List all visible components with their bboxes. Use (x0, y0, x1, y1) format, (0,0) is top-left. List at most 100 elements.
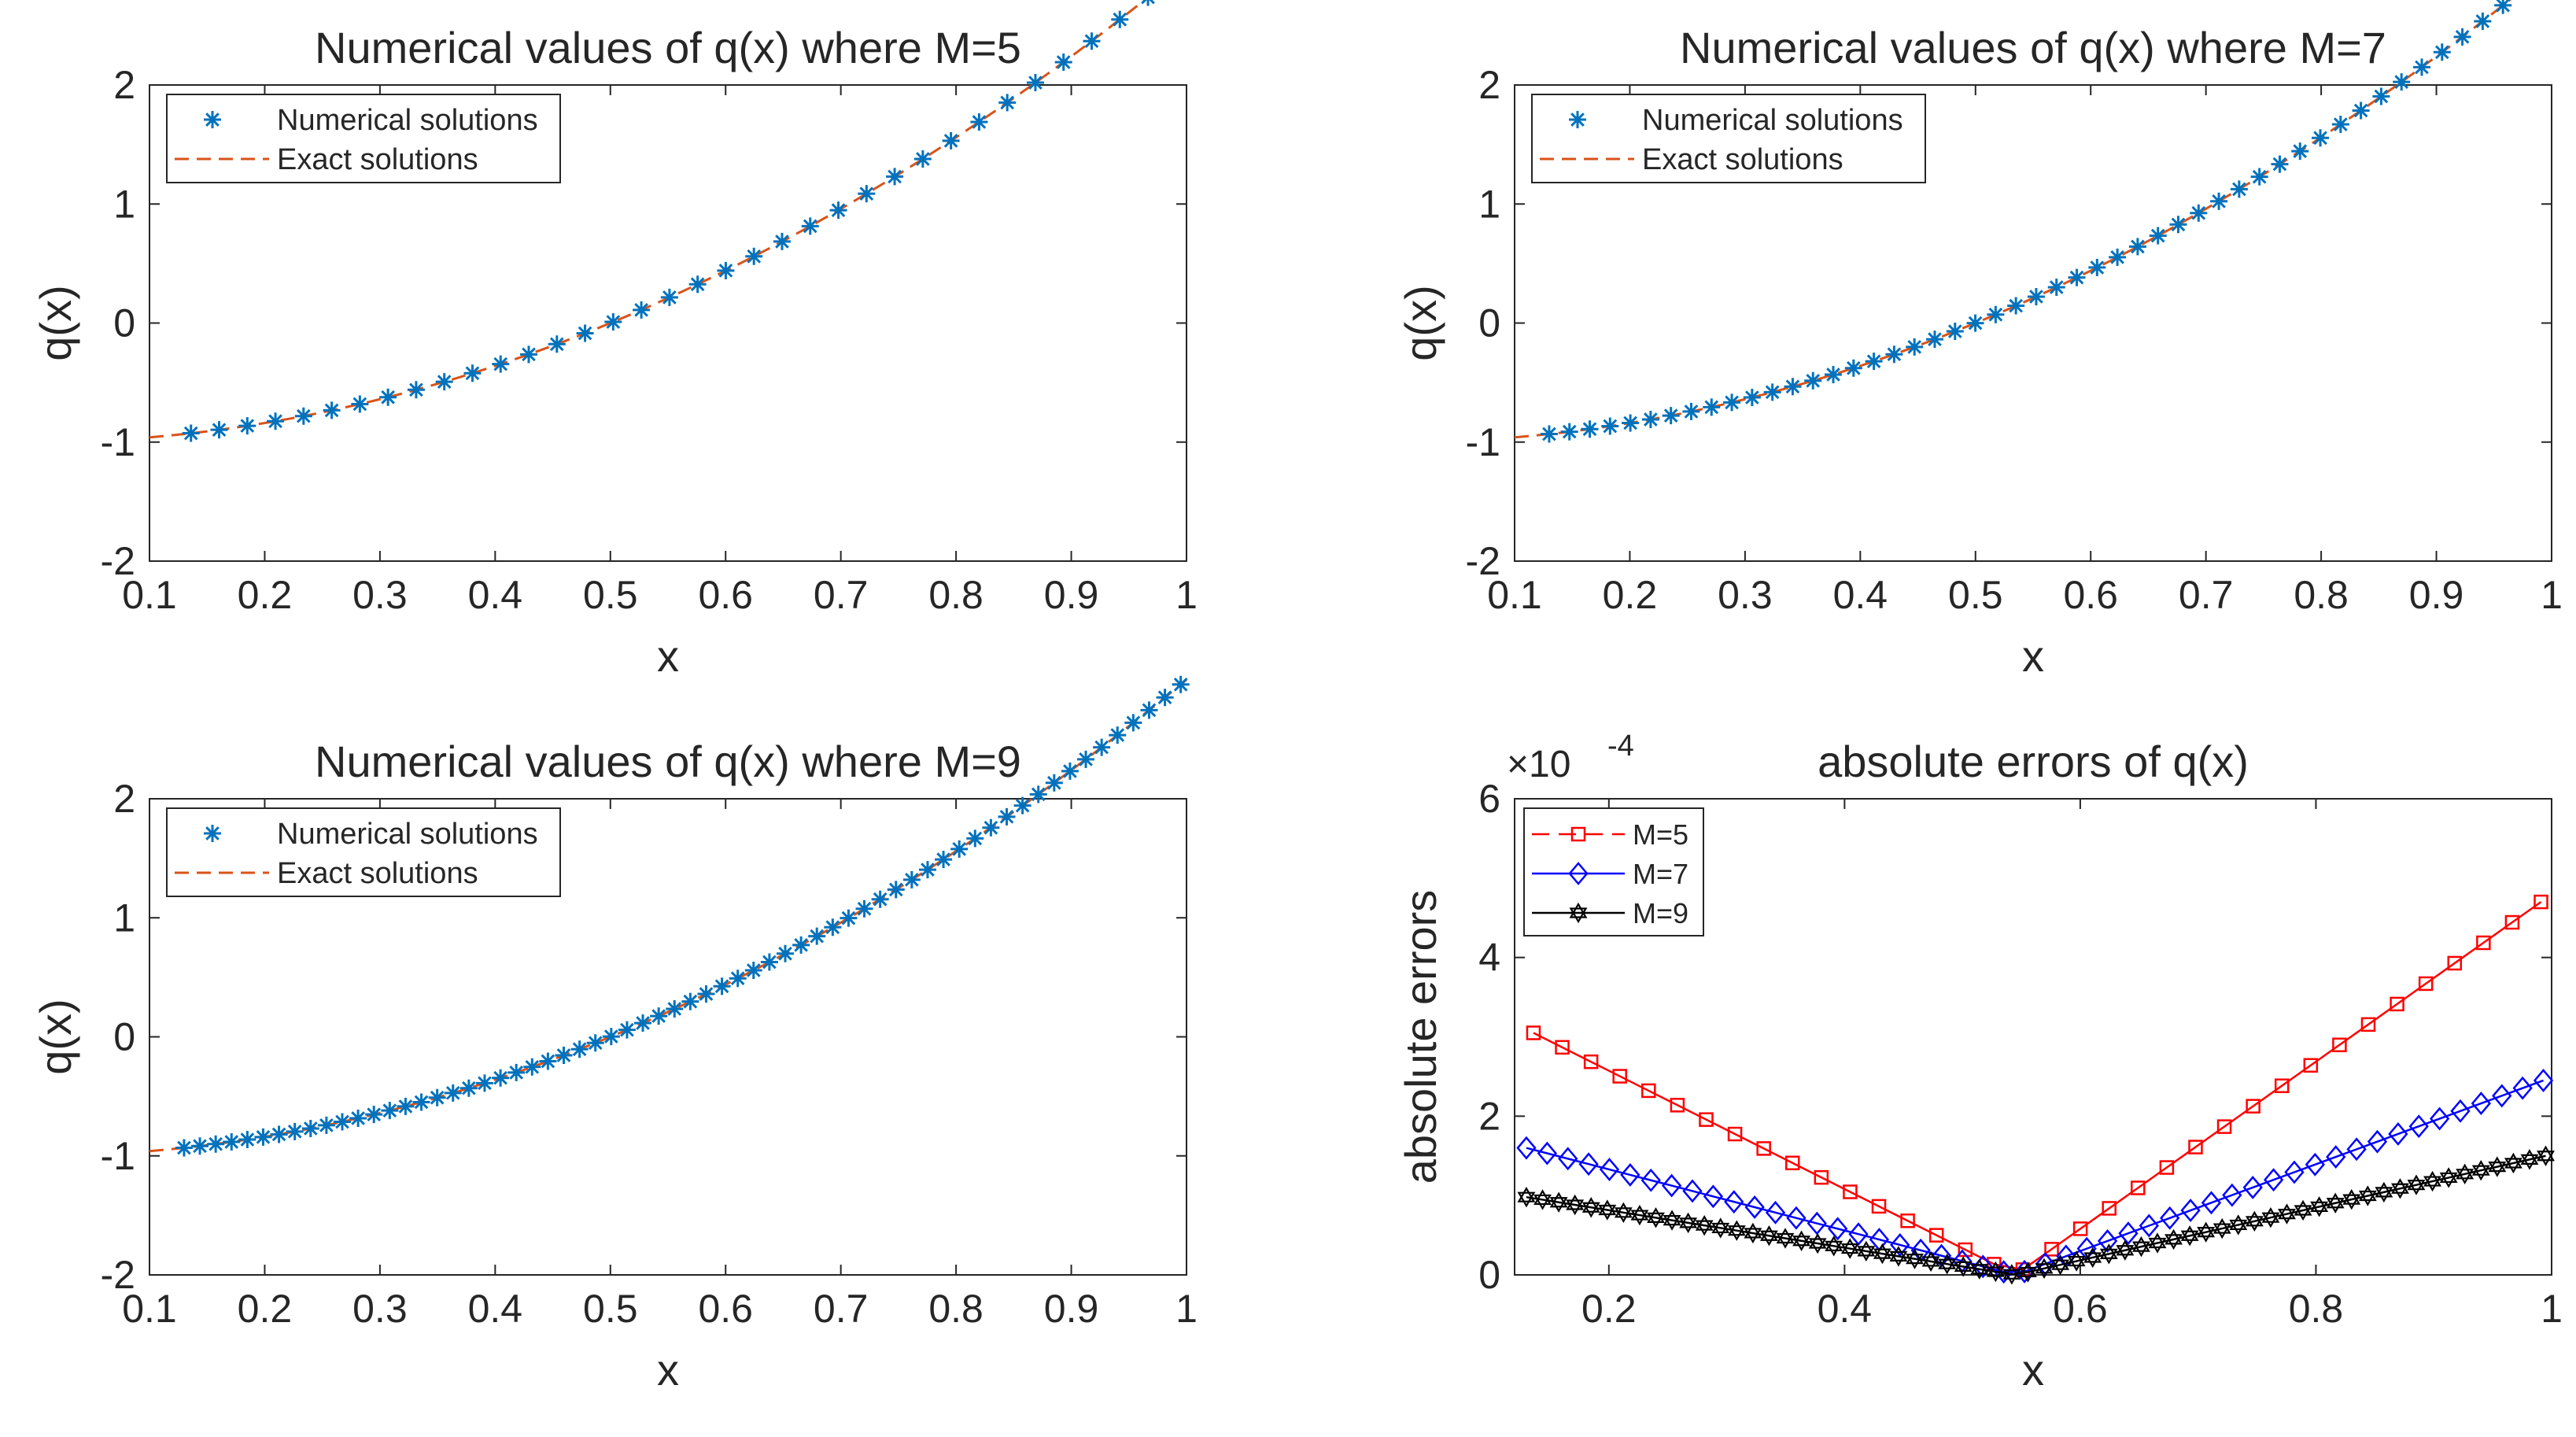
y-exponent-prefix: ×10 (1507, 744, 1570, 785)
data-point (1682, 1179, 1703, 1203)
legend-box (166, 94, 561, 183)
numerical-point (1966, 314, 1984, 332)
numerical-point (2291, 142, 2309, 161)
data-point (2002, 1264, 2021, 1285)
numerical-point (808, 927, 826, 945)
data-point (2533, 1069, 2554, 1092)
numerical-point (729, 970, 747, 988)
data-point (2116, 1239, 2135, 1261)
data-point (2358, 1185, 2377, 1206)
y-tick-label: -1 (101, 420, 135, 464)
numerical-point (2109, 248, 2127, 266)
data-point (2180, 1199, 2201, 1222)
y-axis-label: absolute errors (1396, 890, 1445, 1184)
data-point (1558, 1147, 1578, 1171)
x-tick-label: 0.3 (1718, 573, 1773, 617)
numerical-point (1141, 0, 1155, 6)
y-tick-label: 1 (113, 896, 135, 940)
numerical-point (548, 335, 566, 353)
data-point (2520, 1149, 2539, 1170)
data-point (1578, 1152, 1599, 1177)
numerical-point (2230, 180, 2248, 198)
data-point (1679, 1212, 1698, 1234)
y-tick-label: 0 (1478, 301, 1500, 345)
data-point (1537, 1141, 1557, 1165)
x-tick-label: 0.5 (1948, 573, 2003, 617)
numerical-point (428, 1088, 446, 1106)
numerical-point (2047, 278, 2065, 296)
legend: Numerical solutions Exact solutions (166, 94, 561, 183)
data-point (1555, 1040, 1570, 1055)
numerical-point (586, 1034, 604, 1052)
x-tick-label: 0.6 (2053, 1287, 2108, 1331)
numerical-point (1784, 378, 1802, 396)
y-tick-label: 0 (113, 1015, 135, 1059)
data-point (2197, 1221, 2216, 1243)
data-point (1581, 1197, 1600, 1218)
numerical-point (650, 1007, 668, 1025)
numerical-point (902, 870, 921, 888)
numerical-point (935, 851, 953, 869)
numerical-point (855, 900, 873, 918)
x-tick-label: 0.6 (698, 573, 753, 617)
x-tick-label: 0.8 (2289, 1287, 2344, 1331)
numerical-point (697, 985, 715, 1003)
x-tick-label: 0.7 (814, 1287, 869, 1331)
chart-title: Numerical values of q(x) where M=7 (1680, 23, 2386, 72)
x-axis-label: x (2022, 1345, 2044, 1395)
x-tick-label: 1 (2541, 1287, 2563, 1331)
data-point (1703, 1184, 1724, 1209)
numerical-point (2190, 204, 2208, 222)
data-point (1765, 1200, 1786, 1225)
data-point (2326, 1192, 2345, 1214)
data-point (1840, 1238, 1859, 1259)
data-point (1792, 1230, 1810, 1251)
data-point (1807, 1211, 1827, 1236)
numerical-point (634, 1014, 652, 1032)
data-point (1873, 1243, 1891, 1265)
numerical-point (913, 150, 932, 168)
numerical-point (858, 185, 876, 203)
data-point (2303, 1058, 2319, 1073)
numerical-point (520, 345, 538, 364)
data-point (2246, 1099, 2260, 1114)
data-point (1663, 1210, 1681, 1231)
numerical-point (1540, 425, 1558, 443)
legend: M=5 M=7 M=9 (1523, 807, 1704, 936)
data-point (2051, 1254, 2070, 1276)
x-tick-label: 0.4 (1833, 573, 1888, 617)
data-point (2222, 1183, 2242, 1207)
numerical-point (2007, 297, 2025, 315)
data-point (2456, 1163, 2475, 1185)
x-tick-label: 0.6 (2063, 573, 2118, 617)
data-point (1889, 1246, 1908, 1267)
data-point (2390, 996, 2404, 1012)
x-tick-label: 1 (2541, 573, 2563, 617)
data-point (2242, 1175, 2263, 1199)
x-tick-label: 0.8 (2294, 573, 2349, 617)
numerical-point (323, 401, 341, 419)
data-point (1724, 1190, 1744, 1214)
numerical-point (2271, 155, 2289, 173)
data-point (1744, 1222, 1762, 1244)
data-point (2159, 1160, 2175, 1175)
x-tick-label: 0.5 (583, 573, 638, 617)
numerical-point (2312, 129, 2330, 147)
legend-label: M=5 (1633, 818, 1688, 851)
numerical-point (463, 364, 482, 382)
data-point (1630, 1204, 1649, 1226)
data-point (1900, 1214, 1915, 1228)
data-point (1928, 1228, 1944, 1243)
numerical-point (1885, 345, 1903, 364)
legend-label: Numerical solutions (1642, 104, 1903, 137)
data-point (1906, 1248, 1924, 1269)
numerical-point (444, 1084, 462, 1102)
data-point (2423, 1170, 2441, 1192)
legend-label: Numerical solutions (277, 818, 538, 851)
numerical-point (745, 247, 763, 265)
y-tick-label: -1 (1466, 420, 1500, 464)
numerical-point (1804, 371, 1822, 390)
data-point (1583, 1054, 1599, 1069)
data-point (2083, 1247, 2102, 1269)
numerical-point (871, 890, 889, 908)
